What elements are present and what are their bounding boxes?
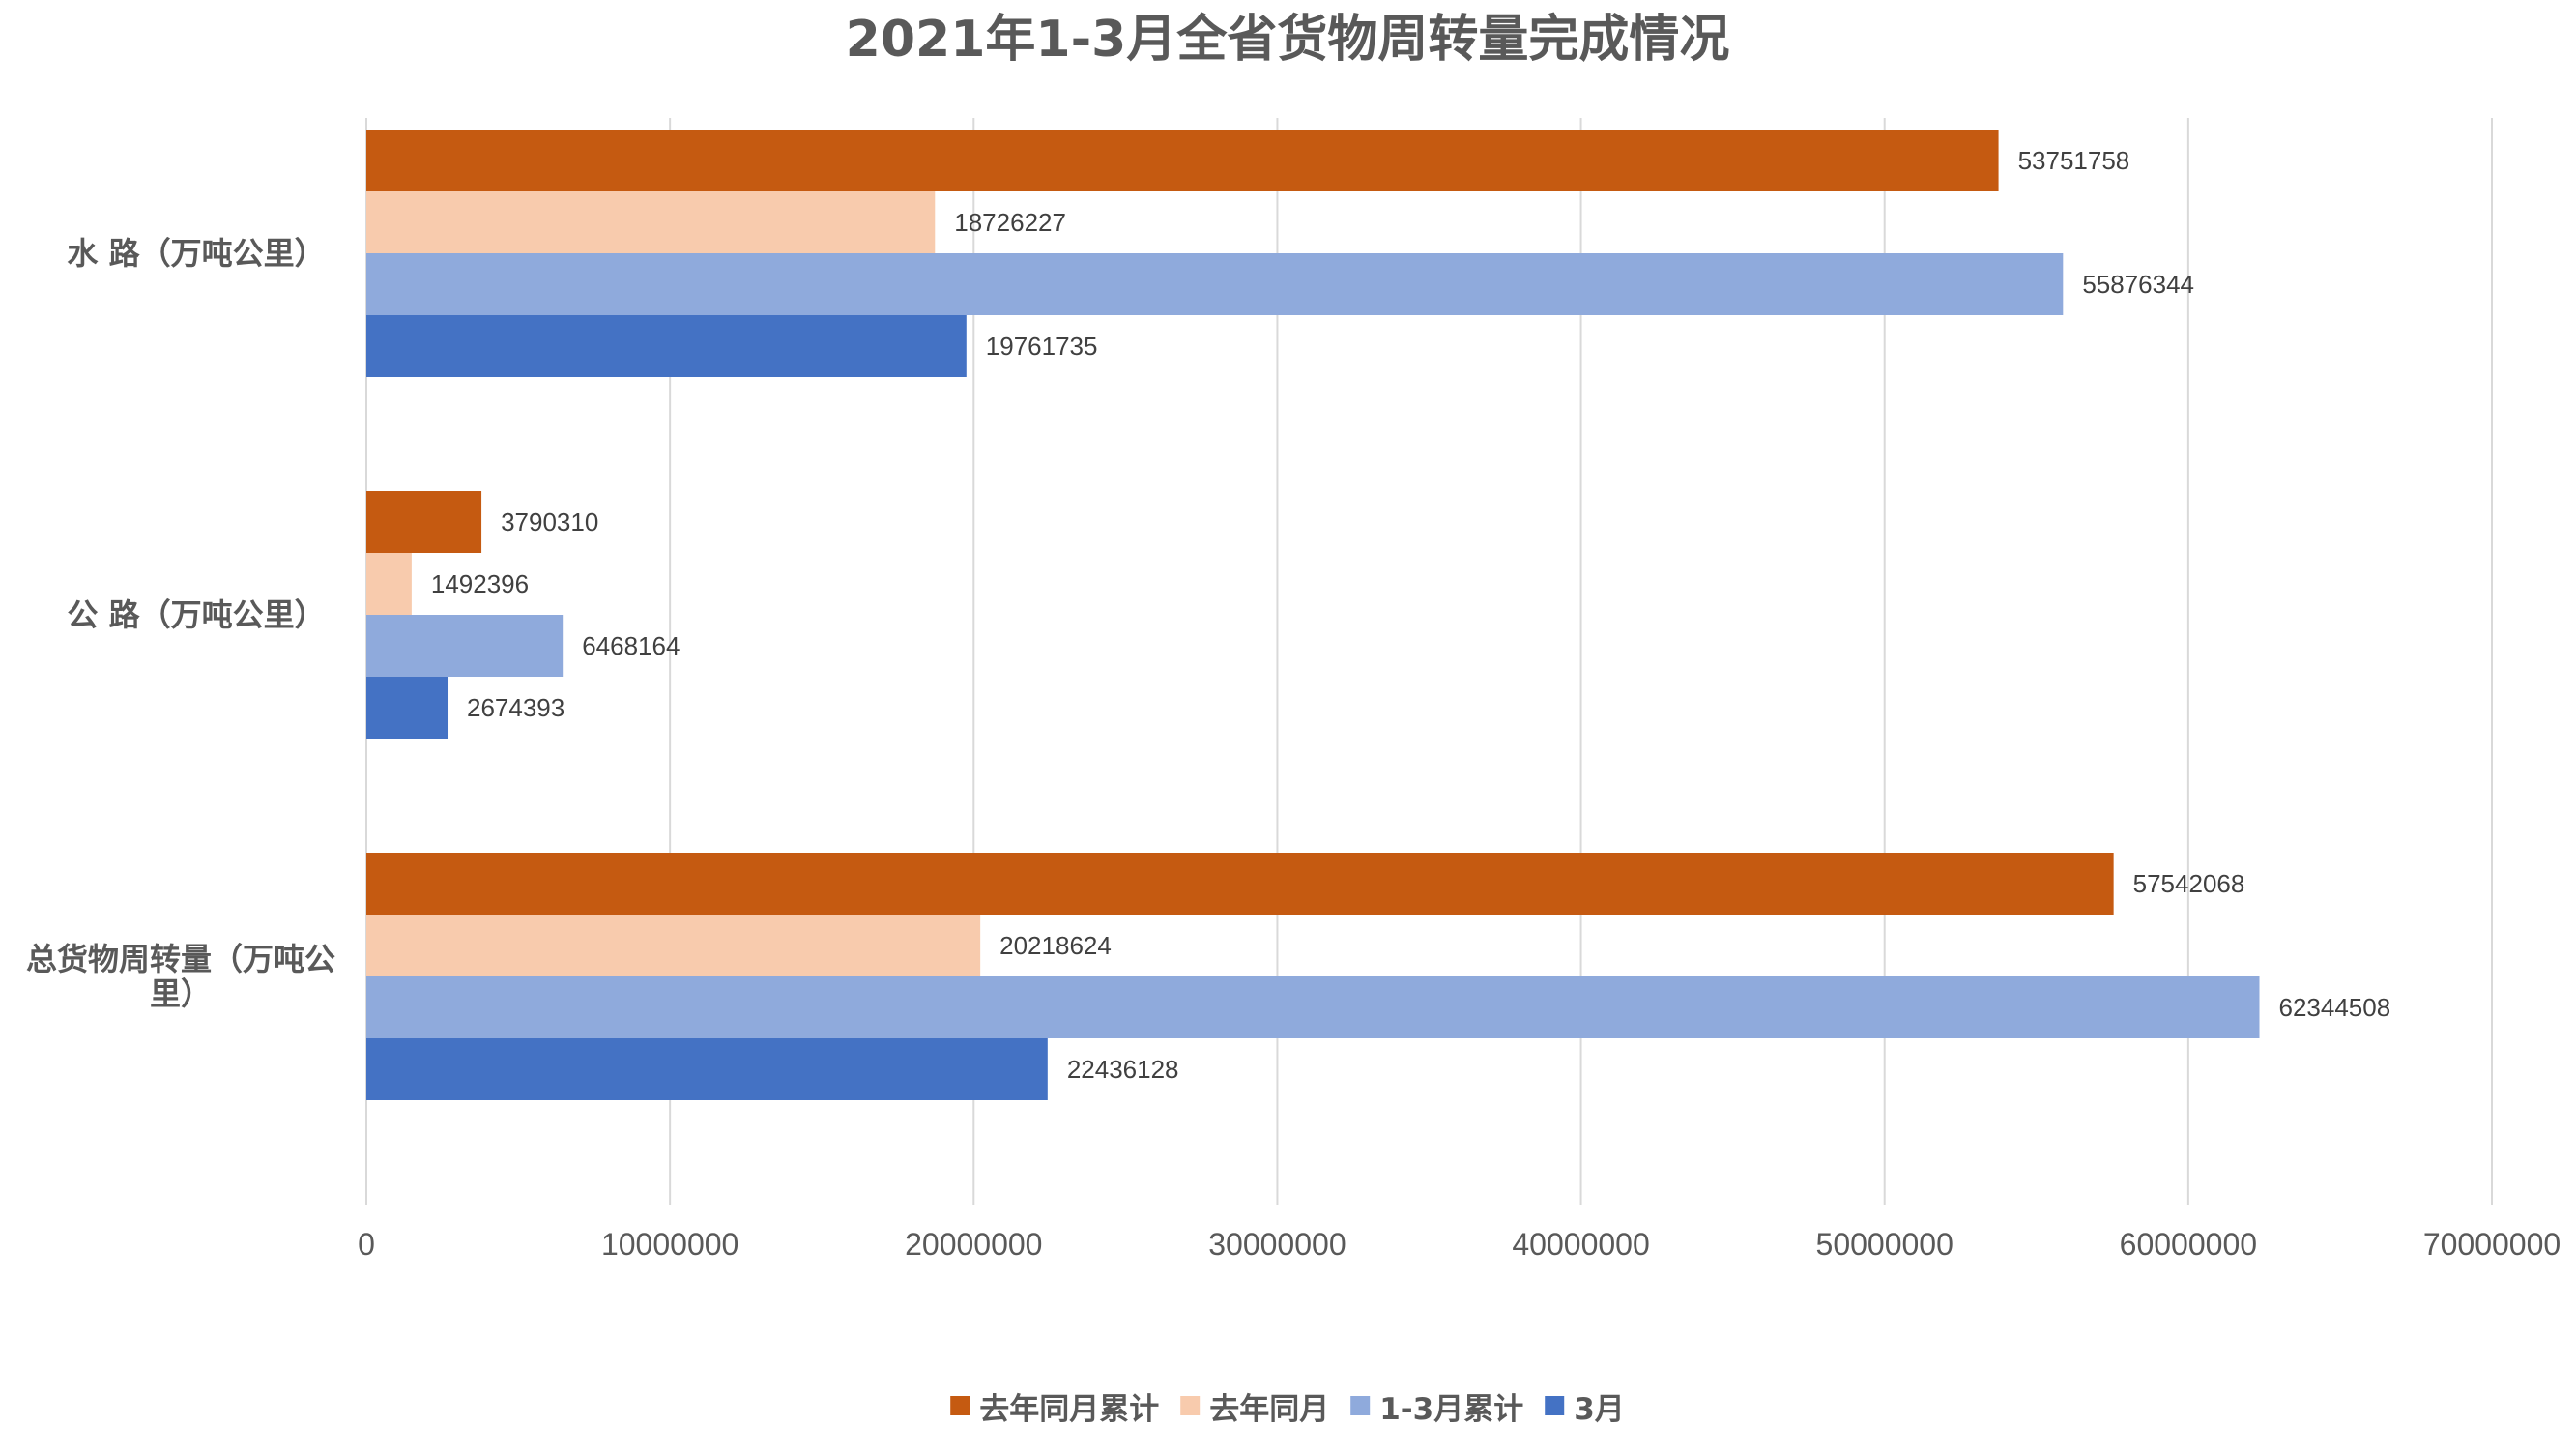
legend-label: 3月 [1574, 1392, 1625, 1427]
category-label: 水 路（万吨公里） [67, 235, 325, 272]
bar [366, 915, 981, 976]
bar [366, 976, 2260, 1038]
data-label: 55876344 [2082, 270, 2194, 299]
bar [366, 253, 2064, 315]
x-tick-label: 20000000 [905, 1227, 1042, 1262]
data-label: 6468164 [582, 631, 680, 660]
bar [366, 130, 1999, 191]
data-label: 19761735 [986, 332, 1098, 361]
bar [366, 1038, 1048, 1100]
data-label: 1492396 [431, 569, 529, 598]
legend-label: 1-3月累计 [1379, 1392, 1523, 1427]
bars [366, 130, 2260, 1100]
legend-label: 去年同月累计 [979, 1392, 1159, 1427]
x-tick-label: 0 [358, 1227, 375, 1262]
data-label: 22436128 [1067, 1055, 1179, 1084]
legend-label: 去年同月 [1209, 1392, 1329, 1427]
data-label: 20218624 [999, 931, 1112, 960]
chart-title: 2021年1-3月全省货物周转量完成情况 [846, 11, 1730, 69]
data-label: 57542068 [2133, 869, 2245, 898]
data-labels: 53751758 18726227 55876344 19761735 3790310 1… [431, 146, 2390, 1084]
x-tick-label: 10000000 [601, 1227, 738, 1262]
x-tick-label: 50000000 [1816, 1227, 1954, 1262]
bar [366, 615, 564, 677]
legend-swatch [1350, 1396, 1371, 1415]
category-label: 公 路（万吨公里） [67, 597, 325, 633]
data-label: 18726227 [954, 208, 1066, 237]
x-tick-label: 60000000 [2120, 1227, 2257, 1262]
bar [366, 853, 2114, 915]
data-label: 2674393 [467, 693, 564, 722]
bar [366, 191, 936, 253]
x-tick-label: 40000000 [1512, 1227, 1649, 1262]
x-axis-ticks: 0 10000000 20000000 30000000 40000000 5000000… [358, 1227, 2561, 1262]
category-labels: 水 路（万吨公里） 公 路（万吨公里） 总货物周转量（万吨公里） [26, 235, 335, 1012]
legend-swatch [950, 1396, 970, 1415]
bar [366, 315, 967, 377]
legend-swatch [1545, 1396, 1565, 1415]
data-label: 3790310 [501, 508, 598, 537]
bar [366, 553, 412, 615]
bar [366, 677, 449, 739]
category-label: 里） [150, 975, 212, 1012]
x-tick-label: 30000000 [1208, 1227, 1346, 1262]
x-tick-label: 70000000 [2423, 1227, 2561, 1262]
bar [366, 491, 482, 553]
data-label: 62344508 [2279, 993, 2391, 1022]
category-label: 总货物周转量（万吨公 [26, 941, 335, 977]
data-label: 53751758 [2018, 146, 2130, 175]
legend-swatch [1180, 1396, 1201, 1415]
legend: 去年同月累计 去年同月 1-3月累计 3月 [950, 1392, 1625, 1427]
